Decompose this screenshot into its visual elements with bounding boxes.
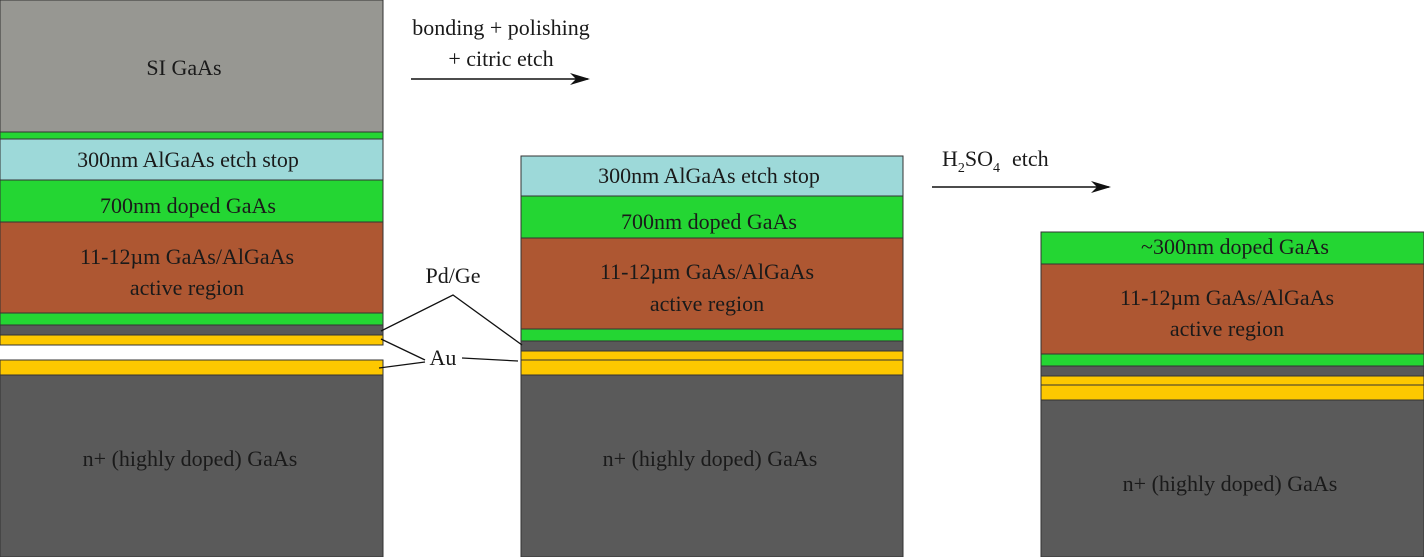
p1-si-gaas-label: SI GaAs	[146, 55, 221, 80]
p2-etch-stop-label: 300nm AlGaAs etch stop	[598, 163, 820, 188]
step-2-sub-4: 4	[993, 161, 1000, 176]
p1-etch-stop-layer	[0, 138, 384, 181]
p3-doped-label: ~300nm doped GaAs	[1141, 234, 1329, 259]
pdge-leader-line	[380, 294, 523, 346]
panel-2-stack: 300nm AlGaAs etch stop 700nm doped GaAs …	[520, 155, 904, 557]
step-2-sub-2: 2	[958, 161, 965, 176]
p1-pdge-layer	[0, 324, 384, 336]
p2-doped-gaas-layer	[520, 195, 904, 239]
p1-etch-stop-label: 300nm AlGaAs etch stop	[77, 147, 299, 172]
p1-bottom-green-layer	[0, 312, 384, 326]
p3-au-bottom-layer	[1040, 384, 1424, 401]
step-2-etch: etch	[1012, 146, 1049, 171]
p2-au-bottom-layer	[520, 359, 904, 376]
p1-au-top-layer	[0, 334, 384, 346]
p1-au-bottom-layer	[0, 359, 384, 376]
p3-active-label-1: 11-12µm GaAs/AlGaAs	[1120, 285, 1334, 310]
p1-doped-gaas-layer	[0, 179, 384, 223]
p1-thin-green-layer	[0, 131, 384, 140]
p2-nplus-label: n+ (highly doped) GaAs	[603, 446, 818, 471]
p2-pdge-layer	[520, 340, 904, 352]
panel-1-stack: SI GaAs 300nm AlGaAs etch stop 700nm dop…	[0, 0, 384, 557]
au-leader-line-3	[461, 357, 519, 362]
p3-nplus-label: n+ (highly doped) GaAs	[1123, 471, 1338, 496]
p2-bottom-green-layer	[520, 328, 904, 342]
pdge-callout-label: Pd/Ge	[426, 263, 481, 288]
callouts: Pd/Ge Au	[378, 263, 523, 370]
panel-3-stack: ~300nm doped GaAs 11-12µm GaAs/AlGaAs ac…	[1040, 231, 1424, 557]
step-2-so: SO	[965, 146, 993, 171]
p2-etch-stop-layer	[520, 155, 904, 197]
step-2-h: H	[942, 146, 958, 171]
p3-doped-gaas-layer	[1040, 231, 1424, 265]
p2-au-top-layer	[520, 350, 904, 361]
p2-doped-label: 700nm doped GaAs	[621, 209, 797, 234]
step-2-formula: H2SO4 etch	[942, 146, 1049, 176]
p1-active-label-2: active region	[130, 275, 244, 300]
au-leader-line-2	[378, 361, 426, 369]
p2-active-region-layer	[520, 237, 904, 330]
p1-active-region-layer	[0, 221, 384, 314]
au-leader-line-1	[380, 338, 426, 361]
p3-au-top-layer	[1040, 375, 1424, 386]
p2-active-label-2: active region	[650, 291, 764, 316]
p2-nplus-layer	[520, 374, 904, 557]
p1-nplus-layer	[0, 374, 384, 557]
step-2-annotation: H2SO4 etch	[932, 146, 1111, 193]
au-callout-label: Au	[430, 345, 457, 370]
step-1-annotation: bonding + polishing + citric etch	[411, 15, 590, 85]
p3-active-region-layer	[1040, 263, 1424, 355]
p2-active-label-1: 11-12µm GaAs/AlGaAs	[600, 259, 814, 284]
p1-doped-label: 700nm doped GaAs	[100, 193, 276, 218]
p1-nplus-label: n+ (highly doped) GaAs	[83, 446, 298, 471]
p3-nplus-layer	[1040, 399, 1424, 557]
p3-bottom-green-layer	[1040, 353, 1424, 367]
step-1-label-line-2: + citric etch	[448, 46, 553, 71]
p1-active-label-1: 11-12µm GaAs/AlGaAs	[80, 244, 294, 269]
step-1-label-line-1: bonding + polishing	[412, 15, 589, 40]
p3-pdge-layer	[1040, 365, 1424, 377]
p3-active-label-2: active region	[1170, 316, 1284, 341]
p1-si-gaas-layer	[0, 0, 384, 133]
